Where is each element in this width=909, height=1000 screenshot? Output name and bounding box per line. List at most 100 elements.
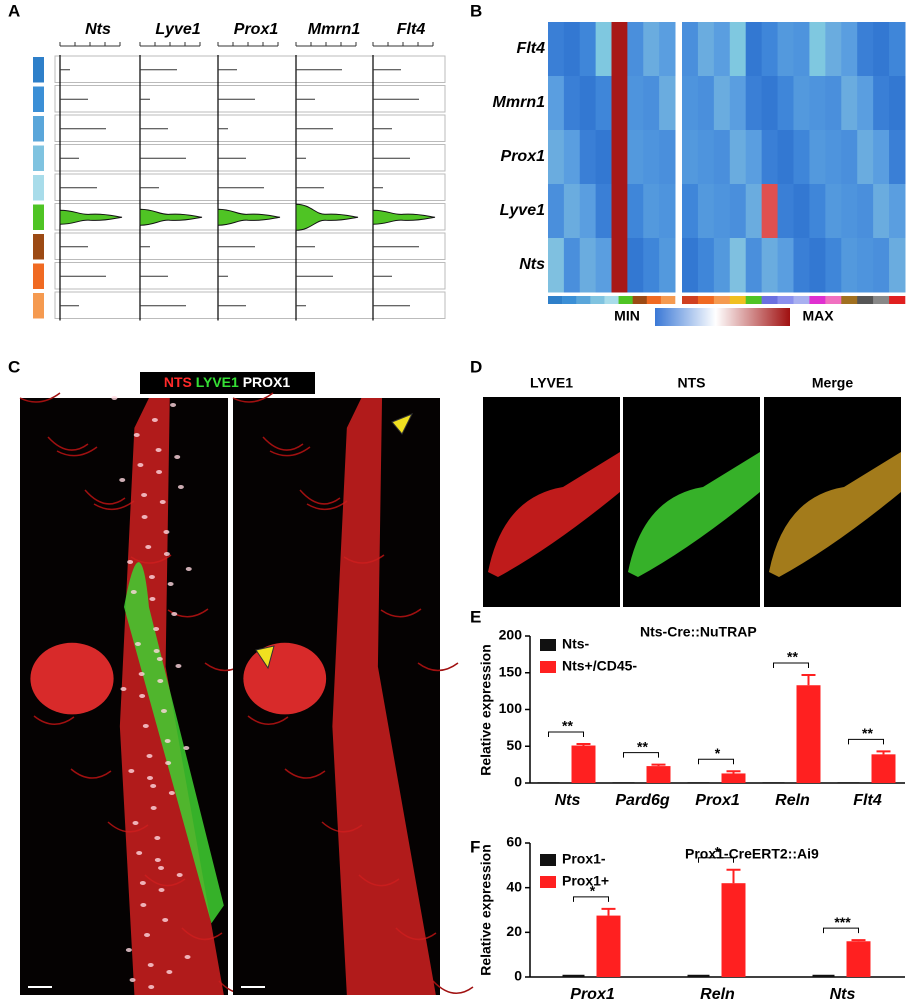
row-frame (54, 262, 446, 290)
heatmap-cell (548, 184, 565, 239)
heatmap-cell (682, 76, 699, 131)
heatmap-cell (611, 184, 628, 239)
bar (721, 773, 746, 783)
nucleus (170, 403, 177, 407)
stain: LYVE1 (196, 374, 239, 390)
cluster-bar (761, 296, 778, 304)
heatmap-cell (627, 130, 644, 185)
legend-swatch (540, 876, 556, 888)
nucleus (175, 664, 182, 668)
nucleus (154, 858, 161, 862)
heatmap-cell (857, 184, 874, 239)
legend-label: Nts+/CD45- (562, 658, 637, 674)
nucleus (166, 970, 173, 974)
heatmap-cell (777, 76, 794, 131)
nucleus (162, 918, 169, 922)
heatmap-cell (793, 238, 810, 293)
heatmap-cell (873, 76, 890, 131)
nucleus (171, 612, 178, 616)
x-tick-label: Reln (775, 792, 810, 809)
row-frame (54, 203, 446, 231)
nucleus (150, 784, 157, 788)
heatmap-cell (729, 238, 747, 293)
heatmap-cell (659, 76, 676, 131)
heatmap-cell (563, 130, 581, 185)
chart-title: Nts-Cre::NuTRAP (640, 624, 757, 640)
row-frame (54, 85, 446, 113)
heatmap-cell (841, 184, 858, 239)
heatmap-cell (745, 22, 763, 77)
heatmap-cell (889, 76, 906, 131)
heatmap-cell (873, 22, 890, 77)
heatmap-cell (627, 76, 644, 131)
heatmap-cell (563, 22, 581, 77)
nucleus (130, 590, 137, 594)
cluster-bar (548, 296, 563, 304)
nucleus (151, 418, 158, 422)
cluster-bar (745, 296, 762, 304)
heatmap-cell (761, 76, 779, 131)
heatmap-cell (857, 238, 874, 293)
cluster-bar (889, 296, 906, 304)
heatmap-cell (777, 238, 794, 293)
significance-bracket (548, 731, 584, 738)
significance-bracket (623, 752, 659, 758)
heatmap-cell (729, 22, 747, 77)
cluster-bar (618, 296, 633, 304)
significance-label: ** (637, 738, 648, 754)
heatmap-cell (659, 238, 676, 293)
column-header: LYVE1 (530, 375, 573, 391)
legend-label: Nts- (562, 636, 590, 652)
nucleus (141, 515, 148, 519)
nucleus (168, 791, 175, 795)
cluster-bar (809, 296, 826, 304)
nucleus (156, 470, 163, 474)
nucleus (119, 478, 126, 482)
legend-swatch (540, 661, 556, 673)
bar (646, 766, 671, 783)
nucleus (129, 978, 136, 982)
vessel-branch (30, 642, 114, 715)
nucleus (132, 821, 139, 825)
column-header: NTS (678, 375, 706, 391)
vessel-trace (284, 768, 326, 779)
heatmap-cell (809, 22, 826, 77)
panel-label: F (470, 837, 480, 856)
heatmap-cell (643, 130, 660, 185)
heatmap-cell (697, 22, 715, 77)
chart-title: Prox1-CreERT2::Ai9 (685, 846, 819, 862)
stain: PROX1 (243, 374, 291, 390)
legend-swatch (540, 639, 556, 651)
heatmap-cell (682, 238, 699, 293)
heatmap-cell (873, 130, 890, 185)
nucleus (176, 873, 183, 877)
heatmap-cell (579, 130, 597, 185)
x-tick-label: Reln (700, 986, 735, 1000)
heatmap-cell (697, 184, 715, 239)
nucleus (183, 746, 190, 750)
error-bar (876, 750, 891, 755)
nucleus (139, 694, 146, 698)
cluster-swatch (33, 57, 44, 83)
bar (687, 782, 710, 783)
heatmap-cell (611, 238, 628, 293)
heatmap-cell (761, 184, 779, 239)
heatmap-cell (713, 76, 731, 131)
bar (846, 941, 871, 977)
cluster-swatch (33, 263, 44, 289)
cluster-bar (562, 296, 577, 304)
error-bar (651, 763, 666, 767)
y-tick-label: 0 (514, 968, 522, 984)
y-tick-label: 200 (499, 627, 523, 643)
row-frame (54, 291, 446, 319)
gene-header: Flt4 (397, 21, 426, 38)
vessel-trace (93, 500, 135, 510)
x-tick-label: Pard6g (615, 792, 669, 809)
nucleus (153, 649, 160, 653)
gene-label: Prox1 (501, 148, 546, 165)
bar (871, 754, 896, 783)
cluster-bar (646, 296, 662, 304)
heatmap-cell (697, 238, 715, 293)
heatmap-cell (793, 130, 810, 185)
